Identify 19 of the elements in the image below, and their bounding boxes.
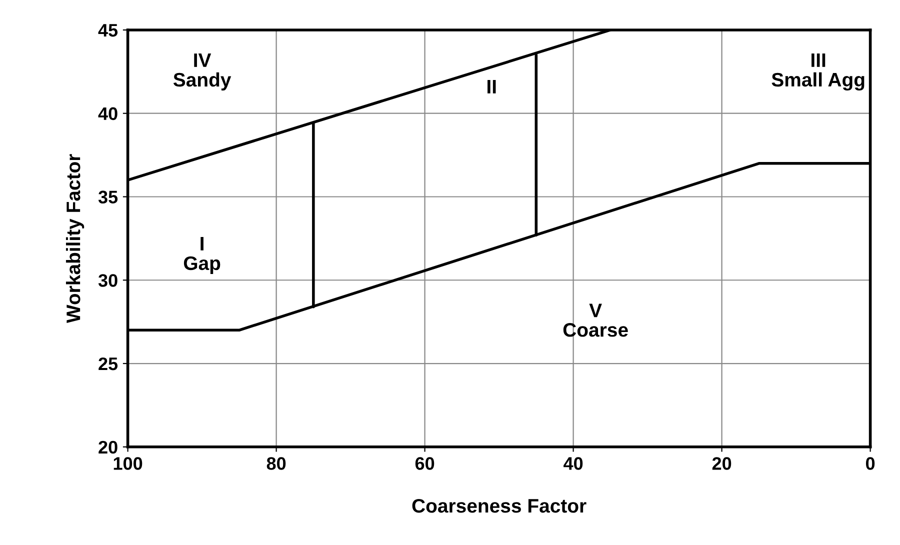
x-axis-title: Coarseness Factor bbox=[412, 498, 586, 513]
y-axis-title: Workability Factor bbox=[66, 154, 84, 324]
y-tick-label: 45 bbox=[98, 24, 118, 37]
x-tick-label: 60 bbox=[415, 457, 434, 470]
x-tick-label: 40 bbox=[564, 457, 583, 470]
annotation: I Gap bbox=[184, 237, 220, 274]
x-tick-label: 100 bbox=[114, 457, 142, 470]
x-tick-label: 0 bbox=[866, 457, 875, 470]
y-tick-label: 40 bbox=[98, 107, 118, 120]
annotation: IV Sandy bbox=[173, 54, 232, 90]
y-tick-label: 20 bbox=[98, 440, 118, 454]
y-tick-label: 30 bbox=[98, 274, 118, 287]
x-tick-label: 80 bbox=[266, 457, 286, 470]
y-tick-label: 25 bbox=[98, 357, 118, 370]
annotation: V Coarse bbox=[563, 304, 628, 337]
annotation: II bbox=[488, 80, 496, 94]
annotation: III Small Agg bbox=[772, 54, 864, 91]
y-tick-label: 35 bbox=[98, 190, 118, 204]
x-tick-label: 20 bbox=[712, 457, 732, 470]
